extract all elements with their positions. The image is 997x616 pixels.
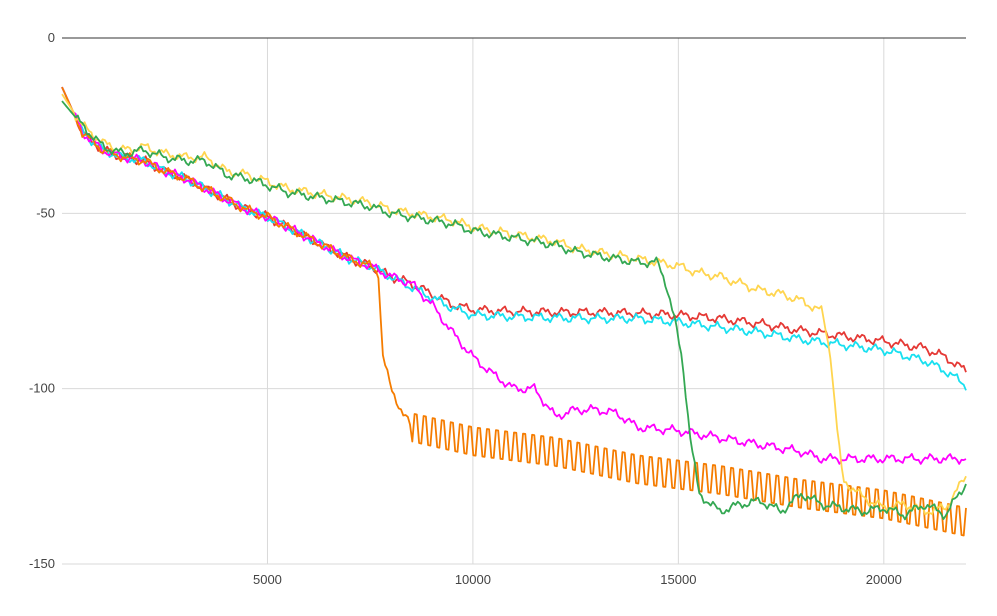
y-tick-label: 0 bbox=[48, 30, 55, 45]
y-tick-label: -100 bbox=[29, 381, 55, 396]
x-tick-label: 20000 bbox=[866, 572, 902, 587]
series-line-2 bbox=[61, 86, 967, 391]
series-lines bbox=[61, 86, 967, 537]
y-tick-label: -50 bbox=[36, 205, 55, 220]
y-axis-tick-labels: 0 -50 -100 -150 bbox=[29, 30, 55, 571]
series-line-1 bbox=[61, 86, 967, 373]
y-tick-label: -150 bbox=[29, 556, 55, 571]
x-tick-label: 10000 bbox=[455, 572, 491, 587]
series-line-3 bbox=[61, 86, 967, 465]
x-axis-tick-labels: 5000 10000 15000 20000 bbox=[253, 572, 902, 587]
series-line-6 bbox=[61, 100, 967, 521]
x-tick-label: 5000 bbox=[253, 572, 282, 587]
grid-lines bbox=[62, 38, 966, 565]
x-tick-label: 15000 bbox=[660, 572, 696, 587]
series-line-4 bbox=[61, 86, 967, 537]
